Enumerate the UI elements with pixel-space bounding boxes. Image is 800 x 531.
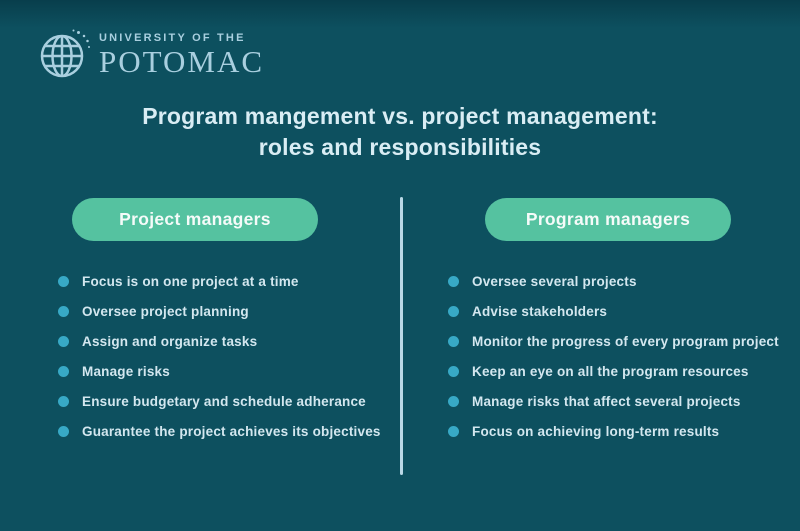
bullet-dot-icon [58,425,69,437]
list-item-label: Monitor the progress of every program pr… [472,333,779,349]
bullet-dot-icon [58,335,69,347]
bullet-dot-icon [448,395,459,407]
list-item-label: Keep an eye on all the program resources [472,363,749,379]
page-title-line1: Program mangement vs. project management… [142,103,658,129]
list-item-label: Focus on achieving long-term results [472,423,720,439]
list-item-label: Focus is on one project at a time [82,273,299,289]
list-item: Monitor the progress of every program pr… [448,326,788,356]
bullet-dot-icon [448,335,459,347]
program-managers-pill: Program managers [485,198,731,241]
page-title-line2: roles and responsibilities [258,134,542,160]
bullet-dot-icon [448,305,459,317]
list-item-label: Advise stakeholders [472,303,608,319]
list-item: Advise stakeholders [448,296,788,326]
list-item: Manage risks that affect several project… [448,386,788,416]
vertical-divider [400,197,403,475]
top-shade-band [0,0,800,28]
globe-icon [40,27,90,81]
bullet-dot-icon [448,365,459,377]
logo-line-small: UNIVERSITY OF THE [99,31,246,44]
logo-wordmark: UNIVERSITY OF THE POTOMAC [99,32,264,77]
list-item: Focus on achieving long-term results [448,416,788,446]
bullet-dot-icon [58,305,69,317]
bullet-dot-icon [448,275,459,287]
list-item: Oversee project planning [58,296,388,326]
list-item-label: Ensure budgetary and schedule adherance [82,393,366,409]
list-item-label: Oversee several projects [472,273,637,289]
list-item-label: Manage risks [82,363,170,379]
list-item: Assign and organize tasks [58,326,388,356]
project-managers-list: Focus is on one project at a time Overse… [58,266,388,446]
list-item-label: Manage risks that affect several project… [472,393,741,409]
logo-line-large: POTOMAC [99,43,265,79]
bullet-dot-icon [58,395,69,407]
bullet-dot-icon [448,425,459,437]
list-item-label: Oversee project planning [82,303,249,319]
list-item-label: Assign and organize tasks [82,333,258,349]
list-item: Ensure budgetary and schedule adherance [58,386,388,416]
list-item: Manage risks [58,356,388,386]
list-item: Keep an eye on all the program resources [448,356,788,386]
bullet-dot-icon [58,365,69,377]
list-item: Oversee several projects [448,266,788,296]
list-item: Focus is on one project at a time [58,266,388,296]
university-logo: UNIVERSITY OF THE POTOMAC [40,27,264,81]
project-managers-pill: Project managers [72,198,318,241]
list-item-label: Guarantee the project achieves its objec… [82,423,381,439]
page-title: Program mangement vs. project management… [0,101,800,163]
program-managers-list: Oversee several projects Advise stakehol… [448,266,788,446]
list-item: Guarantee the project achieves its objec… [58,416,388,446]
bullet-dot-icon [58,275,69,287]
